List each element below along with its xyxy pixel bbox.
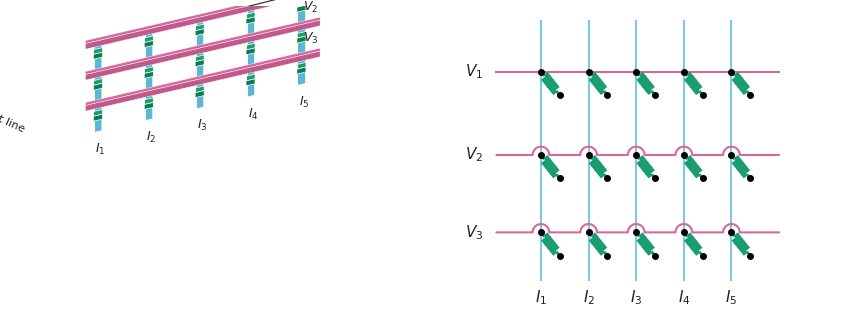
- Polygon shape: [297, 1, 306, 7]
- Polygon shape: [144, 98, 153, 104]
- Text: $I_4$: $I_4$: [678, 289, 690, 307]
- Text: $I_1$: $I_1$: [96, 142, 106, 157]
- Text: $V_3$: $V_3$: [464, 223, 483, 242]
- Polygon shape: [297, 36, 306, 43]
- Polygon shape: [93, 109, 102, 116]
- Polygon shape: [297, 32, 306, 38]
- Text: $I_4$: $I_4$: [248, 107, 259, 122]
- Polygon shape: [246, 6, 255, 97]
- Polygon shape: [144, 72, 153, 78]
- Text: $I_1$: $I_1$: [535, 289, 547, 307]
- Polygon shape: [93, 79, 102, 85]
- Polygon shape: [297, 67, 306, 74]
- Polygon shape: [246, 74, 255, 81]
- Text: device: device: [197, 0, 319, 20]
- Polygon shape: [298, 0, 305, 85]
- Polygon shape: [145, 29, 153, 121]
- Text: $I_2$: $I_2$: [583, 289, 595, 307]
- Polygon shape: [144, 102, 153, 109]
- Polygon shape: [246, 17, 255, 24]
- Polygon shape: [85, 48, 320, 105]
- Polygon shape: [195, 29, 204, 36]
- Polygon shape: [85, 20, 320, 80]
- Polygon shape: [85, 51, 320, 111]
- Polygon shape: [144, 36, 153, 42]
- Polygon shape: [94, 41, 102, 132]
- Polygon shape: [93, 48, 102, 54]
- Text: $I_2$: $I_2$: [146, 130, 157, 145]
- Text: $V_2$: $V_2$: [303, 0, 318, 15]
- Polygon shape: [297, 5, 306, 12]
- Polygon shape: [246, 48, 255, 55]
- Text: bit line: bit line: [0, 110, 26, 134]
- Polygon shape: [195, 86, 204, 93]
- Polygon shape: [93, 83, 102, 90]
- Text: $I_3$: $I_3$: [630, 289, 642, 307]
- Polygon shape: [195, 60, 204, 67]
- Polygon shape: [195, 24, 204, 31]
- Polygon shape: [93, 52, 102, 59]
- Text: $V_3$: $V_3$: [303, 31, 318, 46]
- Polygon shape: [93, 114, 102, 121]
- Text: $I_5$: $I_5$: [299, 95, 310, 110]
- Polygon shape: [195, 91, 204, 98]
- Polygon shape: [144, 41, 153, 47]
- Text: word line: word line: [0, 309, 1, 310]
- Polygon shape: [85, 0, 320, 44]
- Polygon shape: [195, 55, 204, 62]
- Polygon shape: [144, 67, 153, 73]
- Text: $I_3$: $I_3$: [197, 118, 208, 133]
- Polygon shape: [246, 12, 255, 19]
- Polygon shape: [246, 43, 255, 50]
- Text: $V_1$: $V_1$: [464, 62, 483, 81]
- Polygon shape: [85, 0, 320, 49]
- Polygon shape: [297, 62, 306, 69]
- Polygon shape: [85, 17, 320, 75]
- Polygon shape: [195, 17, 204, 109]
- Text: $V_2$: $V_2$: [464, 146, 483, 164]
- Text: $I_5$: $I_5$: [725, 289, 738, 307]
- Polygon shape: [246, 79, 255, 86]
